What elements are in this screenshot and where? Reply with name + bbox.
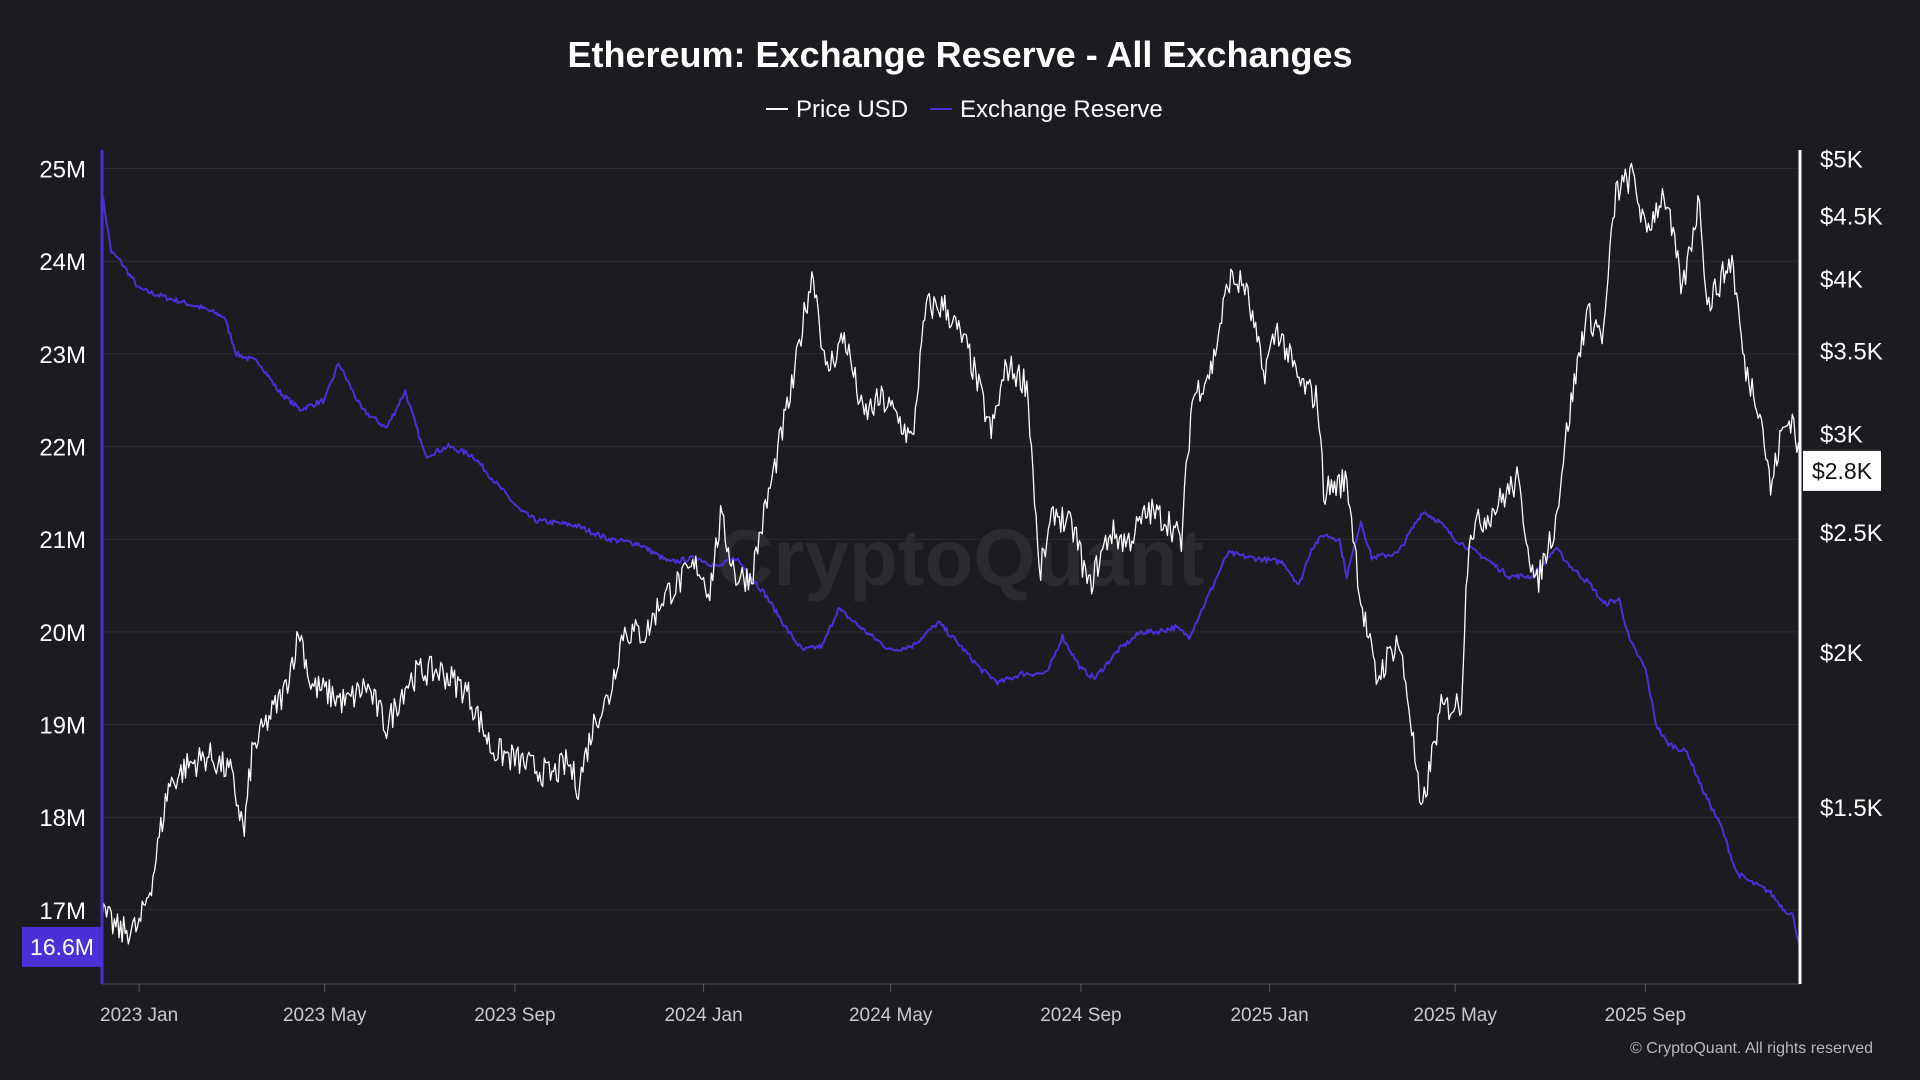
plot-area[interactable]	[101, 162, 1801, 948]
series-line-price-usd[interactable]	[101, 162, 1801, 945]
x-tick-label: 2025 May	[1413, 1005, 1497, 1026]
copyright-footer: © CryptoQuant. All rights reserved	[1630, 1040, 1873, 1057]
right-tick-label: $4.5K	[1820, 203, 1883, 230]
legend-label-reserve[interactable]: Exchange Reserve	[960, 96, 1163, 123]
x-tick-label: 2024 May	[849, 1005, 933, 1026]
right-tick-label: $5K	[1820, 147, 1863, 174]
grid-lines	[102, 168, 1800, 911]
left-tick-label: 21M	[39, 527, 86, 554]
left-tick-label: 20M	[39, 620, 86, 647]
x-tick-label: 2023 Jan	[100, 1005, 178, 1026]
reserve-value-badge-label: 16.6M	[30, 934, 94, 960]
x-tick-label: 2025 Jan	[1230, 1005, 1308, 1026]
reserve-value-badge	[22, 926, 102, 967]
left-tick-label: 22M	[39, 435, 86, 462]
right-tick-label: $4K	[1820, 267, 1863, 294]
right-tick-label: $3K	[1820, 422, 1863, 449]
x-tick-label: 2024 Sep	[1040, 1005, 1121, 1026]
price-value-badge-label: $2.8K	[1812, 458, 1873, 484]
axes	[100, 150, 1802, 985]
left-tick-label: 18M	[39, 805, 86, 832]
x-tick-label: 2024 Jan	[664, 1005, 742, 1026]
price-value-badge	[1803, 450, 1881, 491]
x-tick-label: 2023 May	[283, 1005, 367, 1026]
legend-label-price[interactable]: Price USD	[796, 96, 908, 123]
left-axis-ticks: 25M 24M 23M 22M 21M 20M 19M 18M 17M	[39, 157, 86, 925]
left-tick-label: 23M	[39, 342, 86, 369]
series-line-exchange-reserve[interactable]	[101, 194, 1801, 948]
left-tick-label: 25M	[39, 157, 86, 184]
right-tick-label: $3.5K	[1820, 339, 1883, 366]
right-tick-label: $1.5K	[1820, 795, 1883, 822]
right-axis-ticks: $5K $4.5K $4K $3.5K $3K $2.5K $2K $1.5K	[1820, 147, 1883, 823]
right-tick-label: $2K	[1820, 640, 1863, 667]
left-tick-label: 17M	[39, 898, 86, 925]
right-tick-label: $2.5K	[1820, 520, 1883, 547]
x-tick-label: 2023 Sep	[474, 1005, 555, 1026]
x-axis-ticks: 2023 Jan 2023 May 2023 Sep 2024 Jan 2024 May…	[100, 984, 1686, 1026]
legend: Price USD Exchange Reserve	[766, 96, 1163, 123]
chart-title: Ethereum: Exchange Reserve - All Exchang…	[568, 34, 1353, 75]
current-value-badges: 16.6M $2.8K	[22, 450, 1881, 967]
watermark-text: CryptoQuant	[716, 513, 1205, 602]
x-tick-label: 2025 Sep	[1605, 1005, 1686, 1026]
left-tick-label: 19M	[39, 713, 86, 740]
left-tick-label: 24M	[39, 249, 86, 276]
